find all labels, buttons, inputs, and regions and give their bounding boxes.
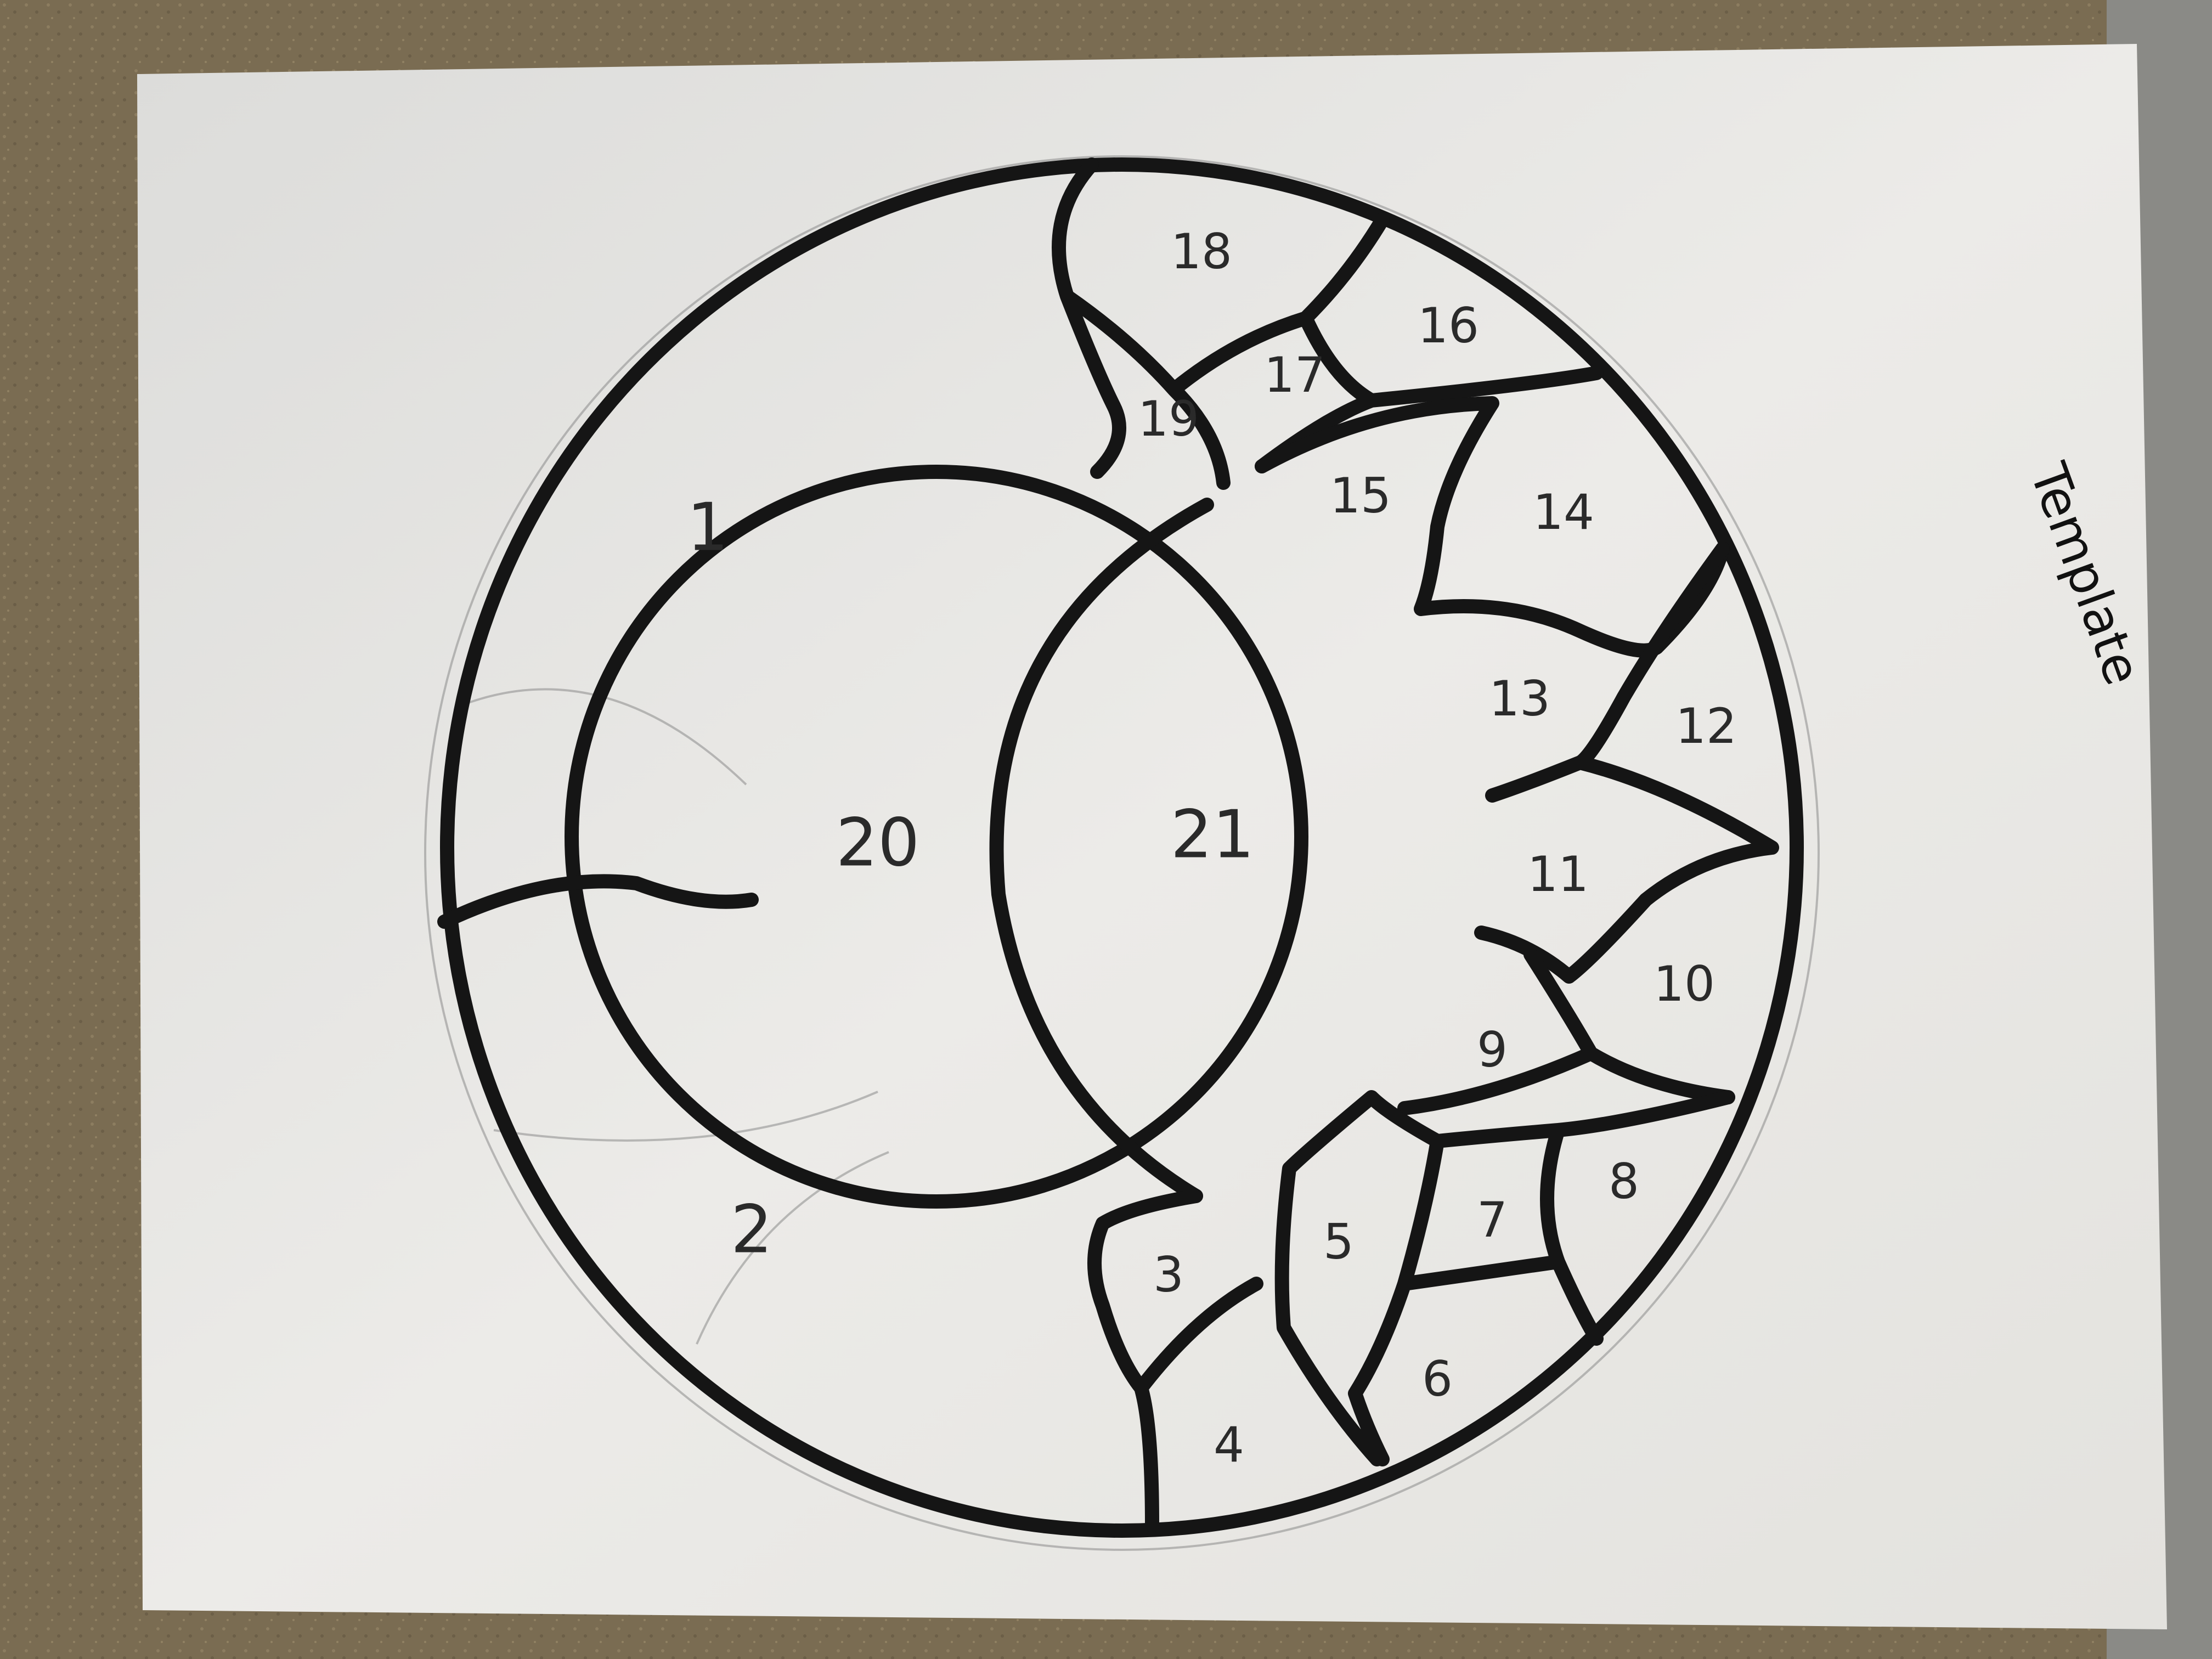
piece-10-label: 10 xyxy=(1654,956,1715,1012)
piece-21-label: 21 xyxy=(1171,797,1255,873)
piece-13-label: 13 xyxy=(1489,670,1550,727)
piece-3-label: 3 xyxy=(1153,1246,1184,1303)
piece-1-label: 1 xyxy=(687,490,729,566)
ray-lines-top xyxy=(1052,157,1604,490)
piece-16-label: 16 xyxy=(1418,297,1479,354)
inner-circle xyxy=(565,465,1308,1209)
piece-15-label: 15 xyxy=(1330,467,1391,524)
piece-4-label: 4 xyxy=(1214,1417,1244,1473)
piece-19-label: 19 xyxy=(1138,391,1199,447)
piece-8-label: 8 xyxy=(1609,1153,1639,1210)
ray-lines-bottom-right xyxy=(1274,1090,1735,1466)
piece-11-label: 11 xyxy=(1527,846,1589,902)
piece-18-label: 18 xyxy=(1171,223,1232,280)
piece-12-label: 12 xyxy=(1675,698,1737,754)
divider-1-2 xyxy=(437,874,759,929)
piece-14-label: 14 xyxy=(1533,484,1594,540)
ray-lines-upper-right xyxy=(1255,396,1730,658)
piece-9-label: 9 xyxy=(1477,1022,1508,1078)
ray-lines-lower-right xyxy=(1397,947,1735,1115)
pencil-guide-2 xyxy=(493,1091,889,1345)
piece-7-label: 7 xyxy=(1477,1192,1508,1248)
outer-ring xyxy=(440,157,1804,1538)
crescent-divider xyxy=(989,498,1214,1203)
piece-2-label: 2 xyxy=(731,1192,772,1268)
pencil-outer-guide xyxy=(424,155,1820,1551)
piece-5-label: 5 xyxy=(1323,1214,1354,1270)
piece-17-label: 17 xyxy=(1264,347,1325,403)
piece-20-label: 20 xyxy=(836,805,920,882)
piece-6-label: 6 xyxy=(1422,1351,1453,1407)
ray-lines-bottom xyxy=(1087,1189,1263,1532)
